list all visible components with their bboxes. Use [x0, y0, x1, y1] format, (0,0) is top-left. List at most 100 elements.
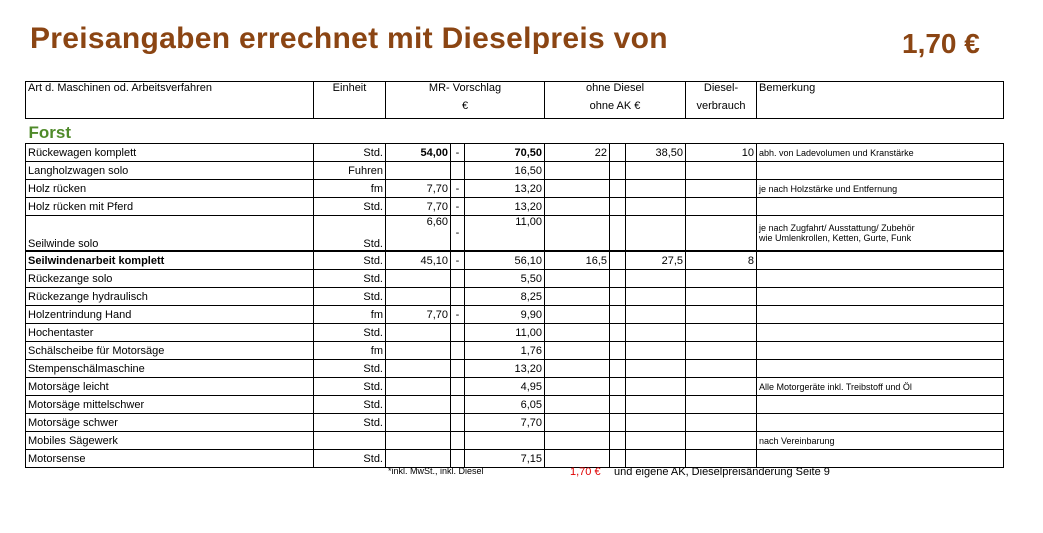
diesel-consumption	[685, 179, 757, 198]
spacer-cell	[609, 449, 626, 468]
without-diesel-from	[544, 431, 610, 450]
unit-cell: Std.	[313, 413, 386, 432]
diesel-consumption	[685, 197, 757, 216]
price-to: 7,70	[464, 413, 545, 432]
price-dash: -	[450, 305, 465, 324]
price-from	[385, 269, 451, 288]
header-diesel: Diesel-	[685, 81, 757, 100]
price-to: 56,10	[464, 250, 545, 270]
diesel-consumption	[685, 305, 757, 324]
remark-cell: abh. von Ladevolumen und Kranstärke	[756, 143, 1004, 162]
without-diesel-to	[625, 161, 686, 180]
unit-cell: Std.	[313, 250, 386, 270]
price-from: 7,70	[385, 305, 451, 324]
without-diesel-to	[625, 395, 686, 414]
price-dash	[450, 431, 465, 450]
without-diesel-from	[544, 413, 610, 432]
without-diesel-to	[625, 431, 686, 450]
price-to: 5,50	[464, 269, 545, 288]
price-dash: -	[450, 215, 465, 251]
remark-cell	[756, 197, 1004, 216]
header-without-labour: ohne AK €	[544, 100, 686, 119]
spacer-cell	[609, 341, 626, 360]
without-diesel-from: 22	[544, 143, 610, 162]
without-diesel-from	[544, 359, 610, 378]
without-diesel-from: 16,5	[544, 250, 610, 270]
spacer-cell	[609, 250, 626, 270]
machine-name: Holz rücken mit Pferd	[25, 197, 314, 216]
remark-cell	[756, 323, 1004, 342]
unit-cell: fm	[313, 341, 386, 360]
without-diesel-to: 27,5	[625, 250, 686, 270]
footer-price: 1,70 €	[570, 466, 601, 478]
unit-cell: Std.	[313, 215, 386, 251]
table-row: Stempenschälmaschine Std. 13,20	[25, 359, 1004, 378]
machine-name: Schälscheibe für Motorsäge	[25, 341, 314, 360]
price-to	[464, 431, 545, 450]
header-consumption: verbrauch	[685, 100, 757, 119]
price-to: 1,76	[464, 341, 545, 360]
price-from: 6,60	[385, 215, 451, 251]
price-to: 13,20	[464, 197, 545, 216]
diesel-consumption	[685, 431, 757, 450]
header-mr-proposal: MR- Vorschlag	[385, 81, 545, 100]
unit-cell: Std.	[313, 395, 386, 414]
footer-note: *inkl. MwSt., inkl. Diesel	[388, 466, 484, 476]
without-diesel-to	[625, 341, 686, 360]
without-diesel-to	[625, 179, 686, 198]
table-row: Holz rücken mit Pferd Std. 7,70-13,20	[25, 197, 1004, 216]
remark-cell	[756, 250, 1004, 270]
table-row: Rückezange hydraulisch Std. 8,25	[25, 287, 1004, 306]
price-table: Art d. Maschinen od. Arbeitsverfahren Ei…	[25, 81, 1004, 468]
price-to: 6,05	[464, 395, 545, 414]
spacer-cell	[609, 323, 626, 342]
price-from	[385, 161, 451, 180]
diesel-price: 1,70 €	[902, 28, 980, 59]
diesel-consumption	[685, 215, 757, 251]
unit-cell: fm	[313, 179, 386, 198]
price-dash	[450, 449, 465, 468]
spacer-cell	[609, 305, 626, 324]
without-diesel-to	[625, 215, 686, 251]
table-row: Langholzwagen solo Fuhren 16,50	[25, 161, 1004, 180]
unit-cell: Std.	[313, 377, 386, 396]
price-from	[385, 341, 451, 360]
machine-name: Rückewagen komplett	[25, 143, 314, 162]
remark-cell	[756, 341, 1004, 360]
price-from: 7,70	[385, 179, 451, 198]
table-row: Mobiles Sägewerk nach Vereinbarung	[25, 431, 1004, 450]
spacer-cell	[609, 161, 626, 180]
diesel-consumption	[685, 395, 757, 414]
remark-cell	[756, 287, 1004, 306]
spacer-cell	[609, 377, 626, 396]
without-diesel-from	[544, 323, 610, 342]
price-to: 4,95	[464, 377, 545, 396]
price-from	[385, 395, 451, 414]
price-dash	[450, 161, 465, 180]
diesel-consumption: 8	[685, 250, 757, 270]
without-diesel-to	[625, 377, 686, 396]
machine-name: Rückezange hydraulisch	[25, 287, 314, 306]
without-diesel-from	[544, 305, 610, 324]
table-row: Holzentrindung Hand fm 7,70-9,90	[25, 305, 1004, 324]
price-from	[385, 323, 451, 342]
header-row-1: Art d. Maschinen od. Arbeitsverfahren Ei…	[25, 81, 1004, 100]
price-to: 11,00	[464, 215, 545, 251]
diesel-consumption	[685, 413, 757, 432]
spacer-cell	[609, 197, 626, 216]
machine-name: Seilwinde solo	[25, 215, 314, 251]
table-row: Rückewagen komplett Std. 54,00-70,50 22 38,5…	[25, 143, 1004, 162]
price-dash: -	[450, 179, 465, 198]
unit-cell: Std.	[313, 287, 386, 306]
table-row: Schälscheibe für Motorsäge fm 1,76	[25, 341, 1004, 360]
section-row: Forst	[26, 119, 1004, 144]
machine-name: Hochentaster	[25, 323, 314, 342]
price-to: 13,20	[464, 359, 545, 378]
unit-cell: Std.	[313, 359, 386, 378]
price-to: 11,00	[464, 323, 545, 342]
diesel-consumption	[685, 341, 757, 360]
remark-cell	[756, 449, 1004, 468]
table-row: Rückezange solo Std. 5,50	[25, 269, 1004, 288]
unit-cell: Std.	[313, 143, 386, 162]
machine-name: Holzentrindung Hand	[25, 305, 314, 324]
